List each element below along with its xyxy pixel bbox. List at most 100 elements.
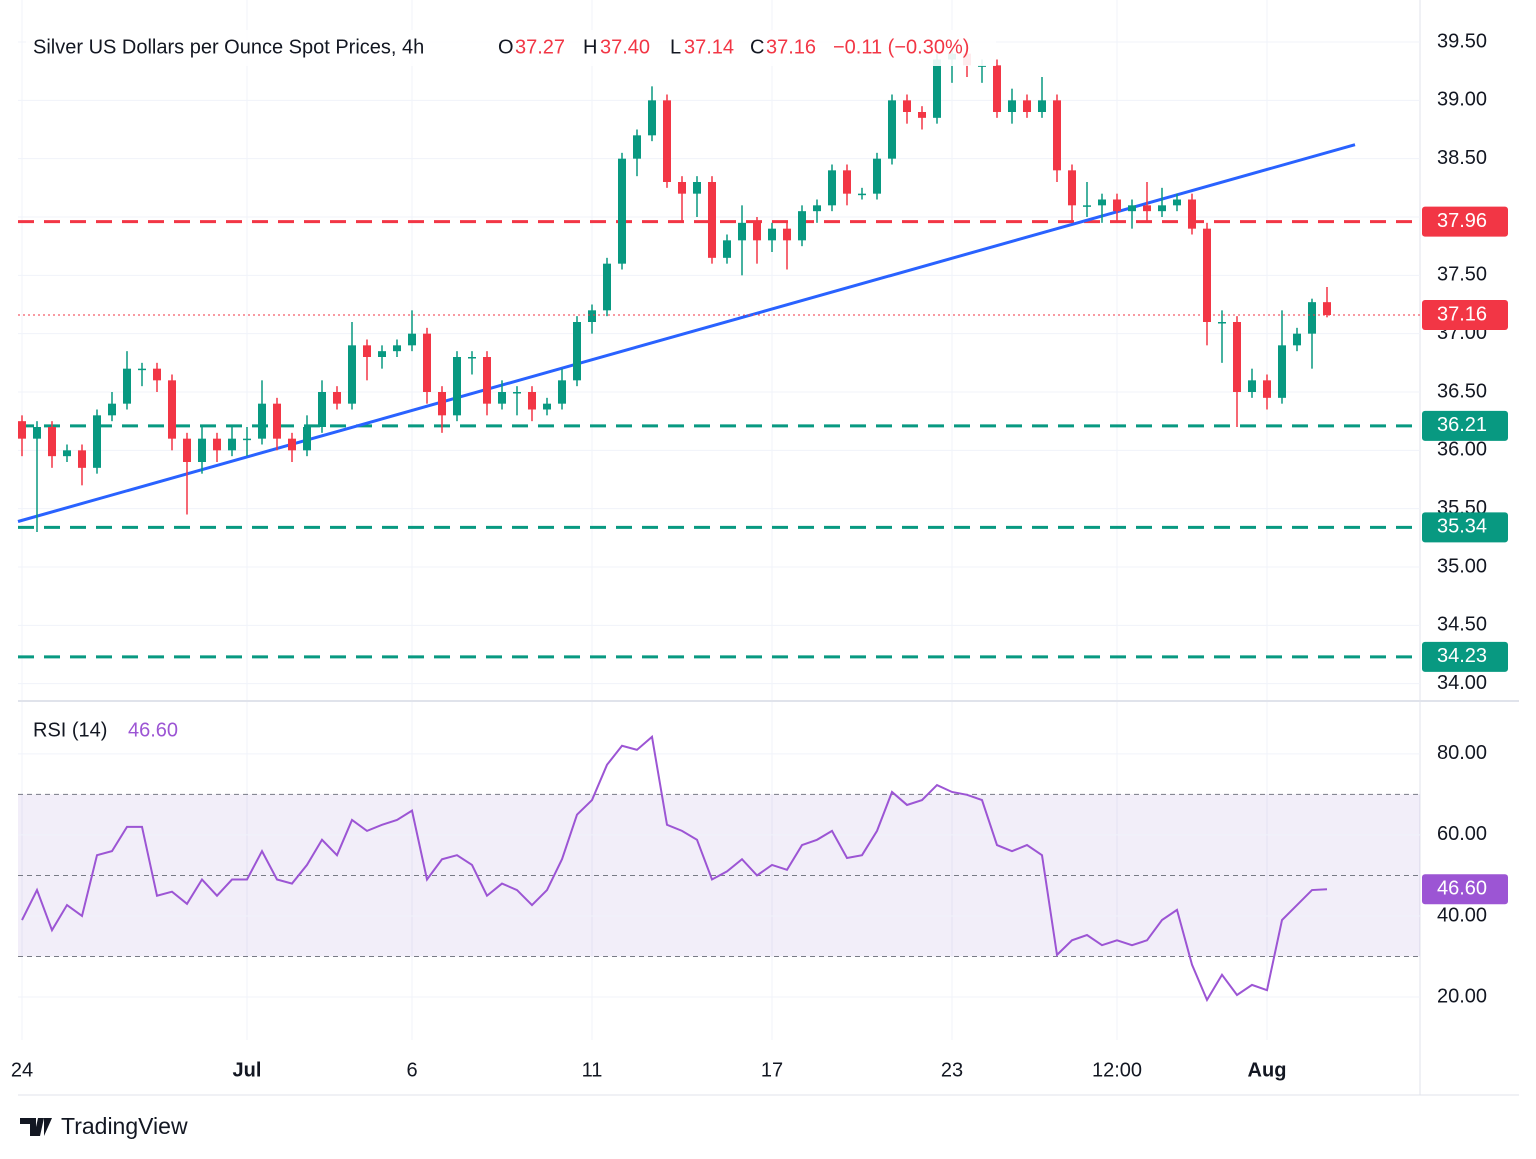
- y-tick-label: 39.00: [1437, 89, 1487, 111]
- level-tag: [1422, 512, 1508, 543]
- candle-body: [1143, 205, 1151, 212]
- level-label: 35.34: [1437, 516, 1487, 538]
- candle-body: [258, 403, 266, 439]
- candle-body: [468, 357, 476, 359]
- x-tick-label: 17: [761, 1059, 783, 1081]
- candle-body: [648, 100, 656, 136]
- candle-body: [1158, 205, 1166, 212]
- chart-title: Silver US Dollars per Ounce Spot Prices,…: [33, 36, 424, 58]
- candle-body: [783, 228, 791, 241]
- candle-body: [123, 368, 131, 404]
- ohlc-value: 37.14: [684, 36, 734, 58]
- x-tick-label: 23: [941, 1059, 963, 1081]
- candle-body: [363, 345, 371, 357]
- candle-body: [1218, 322, 1226, 324]
- x-tick-label: 11: [582, 1059, 603, 1081]
- y-tick-label: 38.50: [1437, 147, 1487, 169]
- candle-body: [558, 380, 566, 404]
- y-tick-label: 39.50: [1437, 30, 1487, 52]
- candle-body: [738, 222, 746, 241]
- y-tick-label: 37.50: [1437, 264, 1487, 286]
- level-label: 36.21: [1437, 414, 1487, 436]
- ohlc-key: L: [670, 36, 681, 58]
- candle-body: [168, 380, 176, 439]
- candle-body: [228, 438, 236, 451]
- level-tag: [1422, 410, 1508, 441]
- candle-body: [153, 368, 161, 381]
- candle-body: [708, 182, 716, 258]
- rsi-value: 46.60: [128, 719, 178, 741]
- candle-body: [393, 345, 401, 352]
- candle-body: [1023, 100, 1031, 112]
- header: Silver US Dollars per Ounce Spot Prices,…: [26, 30, 996, 741]
- y-tick-label: 40.00: [1437, 904, 1487, 926]
- candle-body: [573, 322, 581, 381]
- candle-body: [1113, 199, 1121, 212]
- candle-body: [1038, 100, 1046, 112]
- candle-body: [678, 182, 686, 194]
- level-label: 37.96: [1437, 210, 1487, 232]
- candle-body: [618, 158, 626, 264]
- candle-body: [543, 403, 551, 410]
- logo: TradingView: [20, 1113, 188, 1139]
- x-tick-label: Jul: [233, 1059, 262, 1081]
- candle-body: [588, 310, 596, 322]
- logo-icon: [20, 1118, 52, 1136]
- candle-body: [1263, 380, 1271, 398]
- rsi-tag: [1422, 874, 1508, 905]
- candle-body: [1248, 380, 1256, 392]
- candle-body: [483, 357, 491, 404]
- change: −0.11 (−0.30%): [833, 36, 969, 58]
- candle-body: [288, 438, 296, 451]
- candle-body: [1278, 345, 1286, 398]
- candle-body: [498, 392, 506, 404]
- candle-body: [1173, 199, 1181, 206]
- candle-body: [798, 211, 806, 241]
- candle-body: [213, 438, 221, 451]
- footer-brand: TradingView: [61, 1113, 188, 1139]
- rsi-title: RSI (14): [33, 719, 107, 741]
- candle-body: [693, 182, 701, 194]
- x-tick-label: 24: [11, 1059, 33, 1081]
- candle-body: [138, 368, 146, 371]
- candle-body: [438, 392, 446, 416]
- candle-body: [378, 351, 386, 357]
- candle-body: [723, 240, 731, 258]
- candle-body: [903, 100, 911, 112]
- x-tick-label: 6: [406, 1059, 417, 1081]
- candle-body: [873, 158, 881, 194]
- candle-body: [633, 135, 641, 159]
- candle-body: [318, 392, 326, 427]
- candle-body: [1188, 199, 1196, 229]
- candle-body: [18, 421, 26, 439]
- header-bg: [26, 30, 996, 66]
- candle-body: [78, 450, 86, 468]
- level-tag: [1422, 206, 1508, 237]
- ohlc-value: 37.27: [515, 36, 565, 58]
- candle-body: [183, 438, 191, 462]
- candle-body: [1053, 100, 1061, 171]
- candle-body: [408, 333, 416, 346]
- candle-body: [1098, 199, 1106, 206]
- candle-body: [1068, 170, 1076, 206]
- candle-body: [1293, 333, 1301, 346]
- candle-body: [1203, 228, 1211, 322]
- candle-body: [1083, 205, 1091, 207]
- candle-body: [813, 205, 821, 212]
- candle-body: [423, 333, 431, 392]
- price-tag: [1422, 300, 1508, 330]
- candle-body: [348, 345, 356, 404]
- ohlc-value: 37.40: [600, 36, 650, 58]
- candle-body: [828, 170, 836, 206]
- x-tick-label: 12:00: [1092, 1059, 1142, 1081]
- y-tick-label: 36.00: [1437, 439, 1487, 461]
- candle-body: [603, 263, 611, 311]
- candle-body: [63, 450, 71, 457]
- candle-body: [918, 112, 926, 118]
- candle-body: [273, 403, 281, 439]
- level-tag: [1422, 641, 1508, 672]
- price-tag-label: 37.16: [1437, 303, 1487, 325]
- ohlc-value: 37.16: [766, 36, 816, 58]
